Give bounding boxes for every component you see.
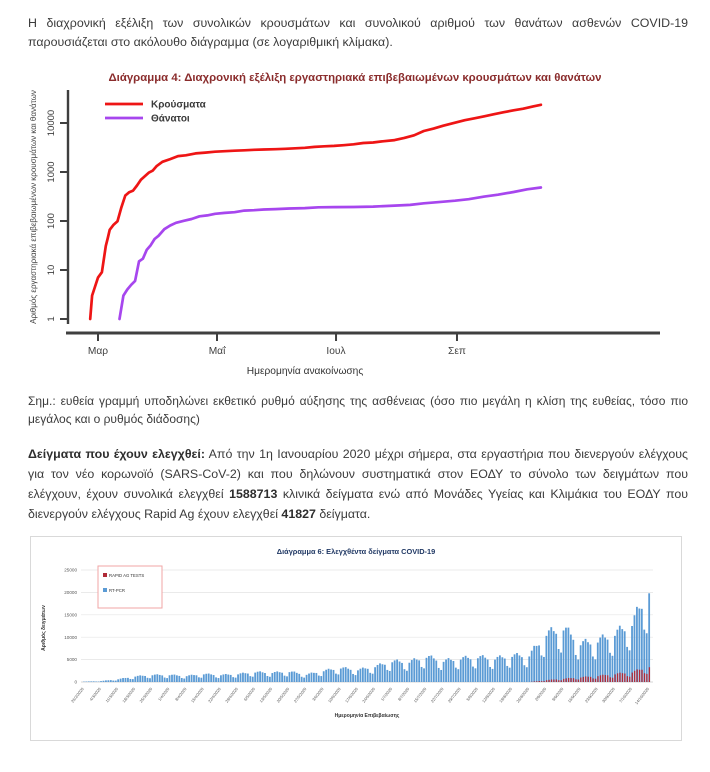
samples-lead: Δείγματα που έχουν ελεγχθεί: bbox=[28, 447, 205, 462]
samples-paragraph: Δείγματα που έχουν ελεγχθεί: Από την 1η … bbox=[28, 445, 688, 524]
svg-text:1/4/2020: 1/4/2020 bbox=[157, 686, 171, 702]
svg-text:5/8/2020: 5/8/2020 bbox=[465, 686, 479, 702]
svg-text:16/9/2020: 16/9/2020 bbox=[567, 686, 582, 704]
tested-samples-bar-chart: Διάγραμμα 6: Ελεγχθέντα δείγματα COVID-1… bbox=[30, 535, 682, 741]
svg-text:0: 0 bbox=[74, 679, 77, 684]
svg-text:24/6/2020: 24/6/2020 bbox=[361, 686, 376, 704]
svg-text:12/8/2020: 12/8/2020 bbox=[481, 686, 496, 704]
svg-text:26/8/2020: 26/8/2020 bbox=[515, 686, 530, 704]
svg-text:Μαΐ: Μαΐ bbox=[209, 345, 226, 357]
svg-text:4/3/2020: 4/3/2020 bbox=[88, 686, 102, 702]
svg-text:22/4/2020: 22/4/2020 bbox=[207, 686, 222, 704]
svg-text:11/3/2020: 11/3/2020 bbox=[104, 686, 119, 703]
svg-text:15000: 15000 bbox=[64, 612, 77, 617]
svg-text:15/4/2020: 15/4/2020 bbox=[190, 686, 205, 704]
chart6-canvas: 0 5000 10000 15000 20000 25000 Αριθμός δειγμάτ… bbox=[41, 565, 653, 719]
svg-text:Ιουλ: Ιουλ bbox=[326, 346, 345, 357]
svg-text:15/7/2020: 15/7/2020 bbox=[412, 686, 427, 704]
svg-text:20000: 20000 bbox=[64, 590, 77, 595]
svg-text:Σεπ: Σεπ bbox=[448, 346, 466, 357]
svg-text:1: 1 bbox=[46, 317, 57, 322]
samples-text-3: δείγματα. bbox=[315, 506, 371, 521]
svg-text:1/7/2020: 1/7/2020 bbox=[380, 686, 394, 702]
svg-text:9/9/2020: 9/9/2020 bbox=[551, 686, 565, 702]
svg-text:3/6/2020: 3/6/2020 bbox=[311, 686, 325, 702]
chart4-canvas: 1 10 100 1000 10000 Μαρ Μαΐ Ιουλ Σεπ Ημερομηνία α… bbox=[29, 90, 660, 377]
svg-text:25000: 25000 bbox=[64, 567, 77, 572]
svg-text:6/5/2020: 6/5/2020 bbox=[243, 686, 257, 702]
svg-text:8/7/2020: 8/7/2020 bbox=[397, 686, 411, 702]
intro-paragraph: Η διαχρονική εξέλιξη των συνολικών κρουσ… bbox=[28, 16, 688, 50]
svg-text:Αριθμός δειγμάτων: Αριθμός δειγμάτων bbox=[41, 605, 47, 651]
svg-text:19/8/2020: 19/8/2020 bbox=[498, 686, 513, 704]
svg-text:30/9/2020: 30/9/2020 bbox=[601, 686, 616, 704]
svg-text:8/4/2020: 8/4/2020 bbox=[174, 686, 188, 702]
svg-text:29/7/2020: 29/7/2020 bbox=[447, 686, 462, 704]
svg-text:Ημερομηνία ανακοίνωσης: Ημερομηνία ανακοίνωσης bbox=[247, 365, 364, 377]
svg-text:1000: 1000 bbox=[46, 162, 57, 183]
svg-text:Ημερομηνία Επιβεβαίωσης: Ημερομηνία Επιβεβαίωσης bbox=[335, 713, 400, 719]
svg-text:2/9/2020: 2/9/2020 bbox=[534, 686, 548, 702]
svg-text:23/9/2020: 23/9/2020 bbox=[584, 686, 599, 704]
svg-text:Μαρ: Μαρ bbox=[88, 346, 108, 357]
svg-text:13/5/2020: 13/5/2020 bbox=[258, 686, 273, 704]
svg-text:Αριθμός εργαστηριακά επιβεβαιω: Αριθμός εργαστηριακά επιβεβαιωμένων κρου… bbox=[29, 91, 38, 325]
svg-text:RAPID AG TESTS: RAPID AG TESTS bbox=[109, 573, 144, 578]
chart6-title: Διάγραμμα 6: Ελεγχθέντα δείγματα COVID-1… bbox=[276, 546, 436, 556]
svg-text:10/6/2020: 10/6/2020 bbox=[327, 686, 342, 704]
chart4-footnote: Σημ.: ευθεία γραμμή υποδηλώνει εκθετικό … bbox=[28, 394, 688, 427]
svg-text:25/3/2020: 25/3/2020 bbox=[138, 686, 153, 704]
chart4-title: Διάγραμμα 4: Διαχρονική εξέλιξη εργαστηρ… bbox=[108, 72, 602, 85]
svg-text:7/10/2020: 7/10/2020 bbox=[618, 686, 633, 704]
svg-text:10000: 10000 bbox=[64, 635, 77, 640]
svg-text:20/5/2020: 20/5/2020 bbox=[275, 686, 290, 704]
clinical-samples-count: 1588713 bbox=[229, 487, 278, 502]
samples-text-1: Από την 1η Ιανουαρίου 2020 μέχρι σήμερα,… bbox=[28, 447, 688, 502]
svg-text:5000: 5000 bbox=[67, 657, 78, 662]
cases-deaths-line-chart: Διάγραμμα 4: Διαχρονική εξέλιξη εργαστηρ… bbox=[0, 72, 710, 380]
svg-text:14/10/2020: 14/10/2020 bbox=[634, 686, 651, 705]
svg-text:29/4/2020: 29/4/2020 bbox=[224, 686, 239, 704]
samples-text-2: κλινικά δείγματα ενώ από Μονάδες Υγείας … bbox=[28, 487, 688, 521]
svg-text:27/5/2020: 27/5/2020 bbox=[293, 686, 308, 704]
svg-text:10: 10 bbox=[46, 265, 57, 276]
svg-text:Θάνατοι: Θάνατοι bbox=[151, 114, 190, 125]
svg-text:10000: 10000 bbox=[46, 110, 57, 136]
svg-text:26/2/2020: 26/2/2020 bbox=[70, 686, 85, 704]
rapid-samples-count: 41827 bbox=[281, 506, 316, 521]
svg-text:17/6/2020: 17/6/2020 bbox=[344, 686, 359, 704]
svg-text:100: 100 bbox=[46, 214, 57, 230]
svg-text:RT-PCR: RT-PCR bbox=[109, 588, 125, 593]
svg-text:18/3/2020: 18/3/2020 bbox=[121, 686, 136, 704]
svg-text:Κρούσματα: Κρούσματα bbox=[151, 100, 207, 111]
svg-text:22/7/2020: 22/7/2020 bbox=[430, 686, 445, 704]
